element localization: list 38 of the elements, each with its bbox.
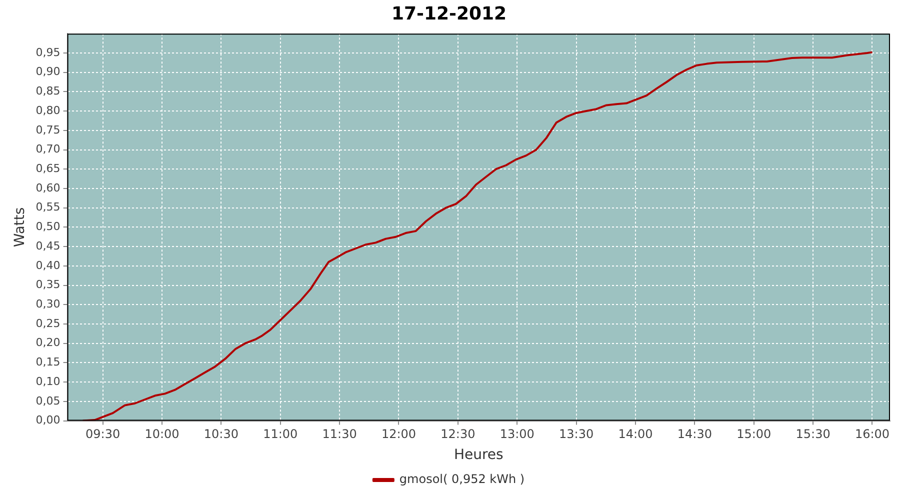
x-tick-label: 16:00 (854, 427, 890, 442)
y-tick-label: 0,30 (36, 298, 60, 310)
y-tick-label: 0,50 (36, 220, 60, 234)
legend-label: gmosol( 0,952 kWh ) (399, 472, 525, 486)
x-tick-label: 12:00 (381, 427, 416, 442)
x-tick-label: 09:30 (86, 427, 120, 442)
x-tick-label: 10:00 (144, 427, 180, 442)
y-tick-label: 0,95 (36, 46, 60, 59)
x-tick-label: 15:00 (736, 427, 772, 442)
x-tick-label: 11:00 (263, 427, 298, 442)
y-tick-label: 0,00 (36, 414, 60, 427)
x-axis-title: Heures (454, 447, 504, 464)
y-tick-label: 0,60 (36, 181, 60, 194)
y-tick-label: 0,80 (36, 104, 60, 117)
x-tick-label: 14:30 (677, 427, 712, 442)
x-tick-label: 11:30 (322, 427, 357, 442)
x-tick-label: 15:30 (796, 427, 830, 442)
y-tick-label: 0,75 (36, 123, 60, 136)
y-tick-label: 0,40 (36, 258, 60, 272)
x-tick-label: 13:00 (500, 427, 534, 442)
y-tick-label: 0,85 (36, 84, 60, 98)
y-tick-label: 0,05 (36, 394, 60, 408)
y-tick-label: 0,70 (36, 142, 60, 156)
y-tick-label: 0,15 (36, 356, 60, 369)
x-tick-label: 14:00 (618, 427, 653, 442)
y-tick-label: 0,20 (36, 336, 60, 350)
chart-title: 17-12-2012 (391, 3, 507, 24)
x-tick-label: 10:30 (204, 427, 238, 442)
y-tick-label: 0,35 (36, 278, 60, 292)
y-tick-label: 0,25 (36, 316, 60, 330)
y-tick-label: 0,90 (36, 65, 60, 78)
y-axis-title: Watts (12, 207, 28, 248)
y-tick-label: 0,65 (36, 162, 60, 175)
y-tick-label: 0,45 (36, 239, 60, 252)
x-tick-label: 12:30 (440, 427, 476, 442)
x-tick-label: 13:30 (559, 427, 594, 442)
y-tick-label: 0,55 (36, 200, 60, 214)
y-tick-label: 0,10 (36, 374, 60, 388)
